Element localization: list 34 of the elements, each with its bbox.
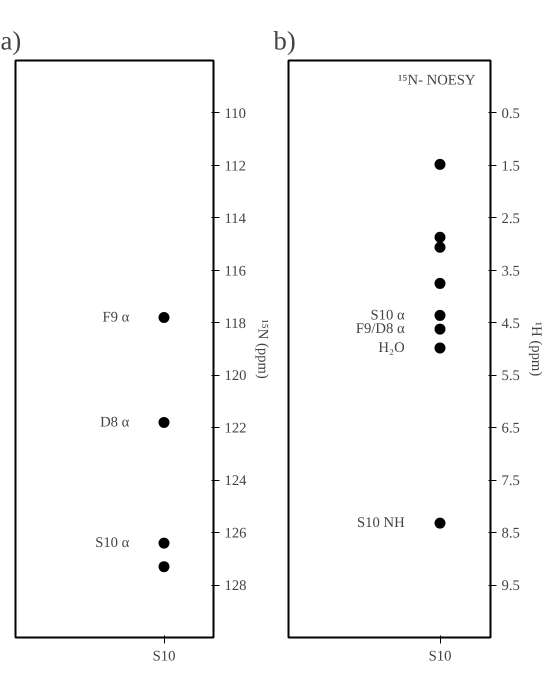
text: F9 α bbox=[102, 310, 130, 326]
y-tick-label: 0.5 bbox=[502, 106, 520, 122]
y-tick-label: 1.5 bbox=[502, 158, 520, 174]
y-tick-label: 9.5 bbox=[502, 578, 520, 594]
text: D8 α bbox=[100, 414, 130, 430]
y-tick-label: 124 bbox=[224, 473, 248, 490]
x-tick-label: S10 bbox=[428, 648, 452, 664]
y-tick-label: 120 bbox=[224, 368, 246, 384]
y-tick-label: 116 bbox=[224, 263, 246, 280]
y-tick-label: 6.5 bbox=[502, 420, 520, 437]
y-tick-label: 4.5 bbox=[502, 316, 520, 332]
text: F9/D8 α bbox=[356, 321, 405, 338]
y-tick-label: 5.5 bbox=[502, 368, 520, 384]
y-tick-label: 112 bbox=[224, 158, 246, 174]
text: S10 α bbox=[370, 307, 405, 324]
chart-title: a) bbox=[0, 26, 22, 56]
annotation: ¹⁵N- NOESY bbox=[398, 72, 476, 88]
chart-title: b) bbox=[274, 26, 296, 56]
y-tick-label: 128 bbox=[224, 578, 246, 594]
y-tick-label: 118 bbox=[224, 316, 246, 332]
y-tick-label: 122 bbox=[224, 420, 246, 437]
y-tick-label: 3.5 bbox=[502, 263, 520, 280]
y-tick-label: 8.5 bbox=[502, 526, 520, 542]
y-tick-label: 2.5 bbox=[502, 210, 520, 227]
y-tick-label: 126 bbox=[224, 526, 246, 542]
y-tick-label: 7.5 bbox=[502, 473, 520, 490]
text: S10 NH bbox=[357, 515, 406, 532]
y-tick-label: 110 bbox=[224, 106, 246, 122]
x-tick-label: S10 bbox=[152, 648, 176, 664]
text: H₂O bbox=[378, 340, 405, 356]
y-axis-title: ¹H (ppm) bbox=[528, 322, 544, 376]
y-axis-title: ¹⁵N (ppm) bbox=[254, 319, 270, 379]
y-tick-label: 114 bbox=[224, 210, 247, 227]
text: S10 α bbox=[95, 535, 130, 552]
